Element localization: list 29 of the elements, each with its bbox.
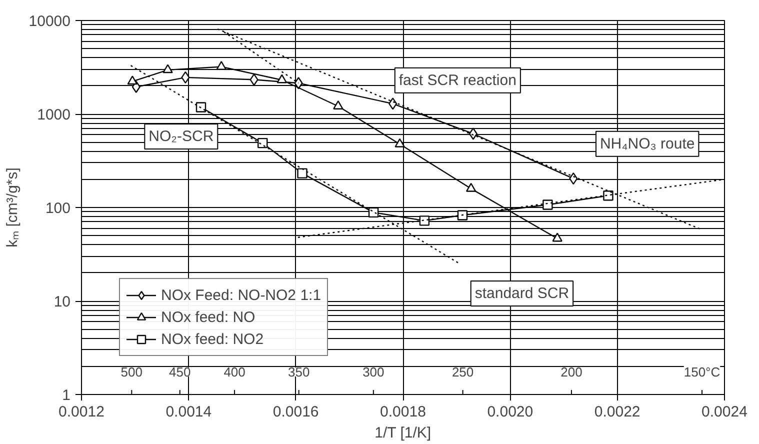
y-tick-label: 100 <box>45 200 71 217</box>
y-tick-label: 10 <box>54 294 71 310</box>
annotation: 400 <box>224 364 246 380</box>
y-axis-title: kₘ [cm³/g*s] <box>4 168 21 248</box>
x-tick-label: 0.0012 <box>58 404 104 420</box>
annotation: 200 <box>560 364 582 380</box>
x-tick-label: 0.0020 <box>487 404 534 420</box>
annotation: fast SCR reaction <box>398 72 516 89</box>
x-tick-label: 0.0018 <box>380 404 426 420</box>
annotation: NO₂-SCR <box>148 128 214 145</box>
x-tick-label: 0.0024 <box>702 404 748 420</box>
y-tick-label: 1 <box>62 387 70 404</box>
annotation: 250 <box>452 364 474 380</box>
x-axis-title: 1/T [1/K] <box>374 424 432 442</box>
x-tick-label: 0.0022 <box>594 404 640 420</box>
x-tick-label: 0.0016 <box>272 404 319 420</box>
annotation: standard SCR <box>474 285 570 302</box>
annotation: 300 <box>362 364 384 380</box>
annotation: 500 <box>120 364 143 380</box>
legend-label: NOx feed: NO <box>161 308 256 326</box>
annotation: 350 <box>288 364 310 380</box>
y-tick-label: 10000 <box>28 13 71 30</box>
x-tick-label: 0.0014 <box>166 404 212 420</box>
annotation: 450 <box>169 364 191 380</box>
legend-label: NOx feed: NO2 <box>161 330 264 348</box>
annotation: NH₄NO₃ route <box>600 135 695 152</box>
y-tick-label: 1000 <box>37 106 71 124</box>
legend-label: NOx Feed: NO-NO2 1:1 <box>161 286 322 304</box>
annotation: 150°C <box>684 364 720 380</box>
